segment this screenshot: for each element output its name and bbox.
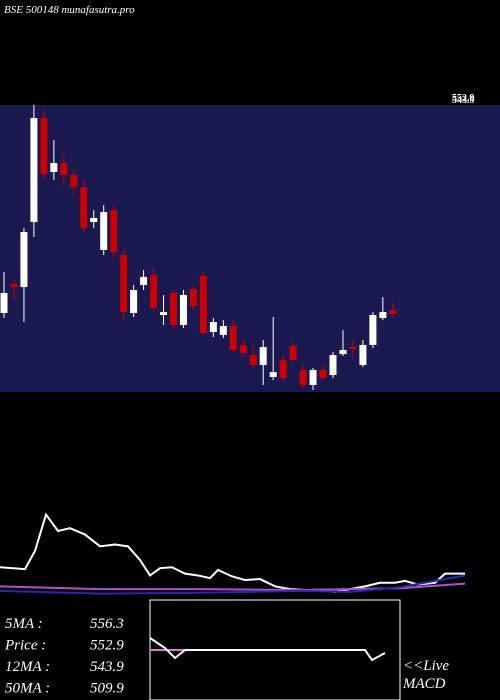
candle-body bbox=[10, 283, 18, 288]
stat-label: 5MA : bbox=[5, 616, 43, 632]
candle-body bbox=[80, 187, 88, 229]
candle-body bbox=[279, 359, 287, 378]
macd-live-label: <<Live bbox=[403, 658, 449, 674]
candle-body bbox=[169, 292, 177, 325]
price-label: 543.9 bbox=[452, 95, 475, 106]
candle-body bbox=[160, 312, 168, 316]
indicator-line bbox=[149, 637, 386, 662]
candle-body bbox=[150, 274, 158, 308]
candle-body bbox=[209, 322, 217, 333]
indicator-line bbox=[0, 582, 466, 592]
stat-label: 50MA : bbox=[5, 681, 50, 697]
indicator-line bbox=[0, 574, 466, 595]
candle-body bbox=[50, 163, 58, 173]
candle-body bbox=[289, 346, 297, 360]
candle-body bbox=[199, 275, 207, 333]
candle-body bbox=[379, 312, 387, 318]
candle-body bbox=[179, 295, 187, 325]
candle-body bbox=[140, 276, 148, 285]
candle-body bbox=[100, 212, 108, 250]
candle-body bbox=[30, 118, 38, 223]
stat-value: 552.9 bbox=[90, 638, 124, 654]
candle-body bbox=[130, 290, 138, 314]
candle-body bbox=[60, 163, 68, 175]
candle-body bbox=[110, 210, 118, 252]
candle-body bbox=[389, 309, 397, 315]
candle-body bbox=[299, 369, 307, 385]
price-panel bbox=[0, 105, 500, 392]
price-label: 552.9 bbox=[452, 93, 475, 104]
candle-body bbox=[219, 325, 227, 335]
stat-value: 556.3 bbox=[90, 616, 124, 632]
candle-body bbox=[369, 315, 377, 345]
candle-body bbox=[329, 355, 337, 376]
stat-value: 543.9 bbox=[90, 659, 124, 675]
candle-body bbox=[259, 347, 267, 366]
candle-body bbox=[339, 349, 347, 355]
candle-body bbox=[359, 344, 367, 366]
chart-title: BSE 500148 munafasutra.pro bbox=[4, 4, 135, 16]
stat-label: Price : bbox=[4, 638, 46, 654]
stat-label: 12MA : bbox=[5, 659, 50, 675]
candle-body bbox=[349, 347, 357, 350]
candle-body bbox=[40, 118, 48, 174]
candle-body bbox=[309, 369, 317, 385]
indicator-line bbox=[0, 512, 465, 593]
candle-body bbox=[249, 355, 257, 366]
macd-label: MACD bbox=[402, 676, 446, 692]
candle-body bbox=[239, 344, 247, 353]
candle-body bbox=[120, 255, 128, 313]
candle-body bbox=[0, 292, 8, 314]
candle-body bbox=[229, 325, 237, 350]
candle-body bbox=[70, 174, 78, 188]
candle-body bbox=[269, 372, 277, 377]
candle-body bbox=[319, 369, 327, 378]
candle-body bbox=[189, 289, 197, 307]
stat-value: 509.9 bbox=[90, 681, 124, 697]
candle-body bbox=[20, 231, 28, 288]
candle-body bbox=[90, 217, 98, 223]
